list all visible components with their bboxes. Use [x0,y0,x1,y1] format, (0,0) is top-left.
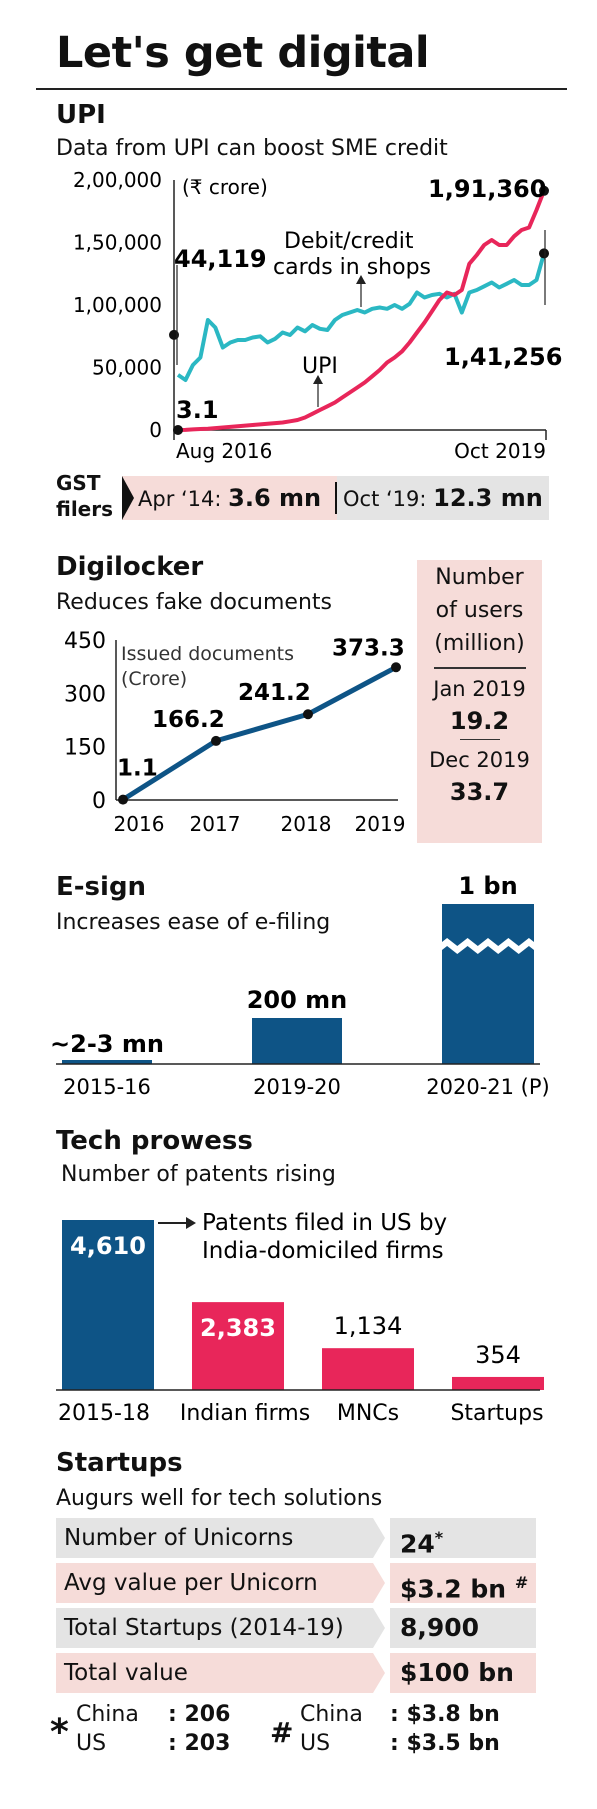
esign-value-label: 200 mn [247,986,348,1014]
cards-series-label-1: Debit/credit [284,229,414,254]
upi-start-label: 3.1 [176,396,219,424]
upi-series-label: UPI [302,354,338,379]
gst-arrow-icon [122,476,134,520]
series-line-cards [176,252,546,382]
upi-end-point [539,185,549,196]
upi-y-tick-label: 1,50,000 [73,231,162,255]
cards-end-point [539,248,549,259]
upi-end-label: 1,91,360 [428,175,546,203]
patent-value-label: 354 [475,1341,521,1369]
patent-x-tick-label: Indian firms [180,1401,310,1426]
esign-bar [252,1018,342,1064]
page-title: Let's get digital [56,28,430,78]
tech-title: Tech prowess [56,1126,253,1156]
upi-x-label-end: Oct 2019 [454,439,546,463]
series-line-upi [177,190,546,432]
cards-end-label: 1,41,256 [444,343,562,371]
esign-bar [62,1060,152,1064]
esign-x-tick-label: 2015-16 [63,1075,151,1099]
users-dec-label: Dec 2019 [429,748,530,772]
esign-value-label: ~2-3 mn [50,1030,164,1058]
gst-apr-14: Apr ‘14: 3.6 mn [138,484,322,512]
users-jan-label: Jan 2019 [433,676,526,701]
tech-note-2: India-domiciled firms [202,1238,444,1264]
patent-bar [452,1376,544,1390]
gst-oct-19: Oct ‘19: 12.3 mn [343,484,543,512]
esign-chart: ~2-3 mn 2015-16 200 mn 2019-20 1 bn 2020-21 (… [50,872,550,1099]
dl-data-point [118,794,128,805]
cards-series-label-2: cards in shops [273,255,431,280]
dl-y-tick-label: 150 [64,736,106,761]
dl-value-label: 241.2 [238,680,311,706]
arrow-right-icon [186,1217,196,1229]
cards-start-label: 44,119 [174,245,267,273]
dl-value-label: 166.2 [152,707,225,733]
digilocker-subtitle: Reduces fake documents [56,590,332,615]
patent-value-label: 2,383 [200,1314,276,1342]
dl-note-1: Issued documents [121,643,294,665]
patent-bar [192,1302,284,1390]
users-dec-value: 33.7 [449,778,510,806]
dl-y-tick-label: 300 [64,682,106,707]
tech-note-1: Patents filed in US by [202,1210,447,1236]
gst-label: GST filers [56,471,114,521]
dl-x-tick-label: 2017 [190,812,241,836]
dl-y-tick-label: 0 [92,789,106,814]
esign-x-tick-label: 2019-20 [253,1075,341,1099]
digilocker-title: Digilocker [56,552,204,582]
patent-bar [62,1220,154,1390]
dl-x-tick-label: 2018 [281,812,332,836]
dl-x-tick-label: 2019 [355,812,406,836]
footnote-star: * China US : 206 : 203 [50,1702,231,1756]
dl-value-label: 1.1 [117,756,158,782]
esign-bar [442,904,534,1064]
users-jan-value: 19.2 [449,706,510,735]
upi-y-tick-label: 2,00,000 [73,168,162,192]
dl-y-tick-label: 450 [64,629,106,654]
gst-filers-bar: Apr ‘14: 3.6 mn Oct ‘19: 12.3 mn [122,476,549,520]
patent-x-tick-label: 2015-18 [58,1401,150,1426]
axis-break-mark [442,938,534,954]
upi-subtitle: Data from UPI can boost SME credit [56,136,448,161]
patent-x-tick-label: Startups [450,1401,543,1426]
upi-title: UPI [56,100,106,130]
dl-data-point [303,709,313,720]
footnote-hash: # China US : $3.8 bn : $3.5 bn [270,1702,500,1756]
upi-unit-note: (₹ crore) [182,175,268,199]
upi-y-tick-label: 50,000 [92,356,162,380]
dl-series-line [121,665,398,802]
upi-chart: 0 50,000 1,00,000 1,50,000 2,00,000 (₹ crore… [73,168,563,463]
tech-chart: Patents filed in US by India-domiciled f… [56,1210,544,1426]
tech-subtitle: Number of patents rising [61,1162,336,1187]
digilocker-chart: 0 150 300 450 Issued documents (Crore) 1.1 1… [64,629,406,836]
esign-x-tick-label: 2020-21 (P) [426,1075,549,1099]
upi-y-tick-label: 0 [149,418,162,442]
esign-title: E-sign [56,872,147,902]
startups-subtitle: Augurs well for tech solutions [56,1486,383,1511]
users-box: Number of users (million) Jan 2019 19.2 … [417,560,542,843]
patent-x-tick-label: MNCs [337,1401,399,1426]
upi-x-label-start: Aug 2016 [176,439,272,463]
title-rule [36,88,567,90]
dl-data-point [391,662,401,673]
dl-data-point [211,735,221,746]
upi-y-tick-label: 1,00,000 [73,293,162,317]
esign-value-label: 1 bn [458,872,517,900]
dl-value-label: 373.3 [332,635,405,661]
patent-bar [322,1348,414,1390]
upi-start-point [173,424,183,435]
dl-note-2: (Crore) [121,668,187,690]
patent-value-label: 1,134 [334,1312,403,1340]
startups-title: Startups [56,1448,183,1478]
dl-x-tick-label: 2016 [114,812,165,836]
patent-value-label: 4,610 [70,1232,146,1260]
esign-subtitle: Increases ease of e-filing [56,910,331,935]
